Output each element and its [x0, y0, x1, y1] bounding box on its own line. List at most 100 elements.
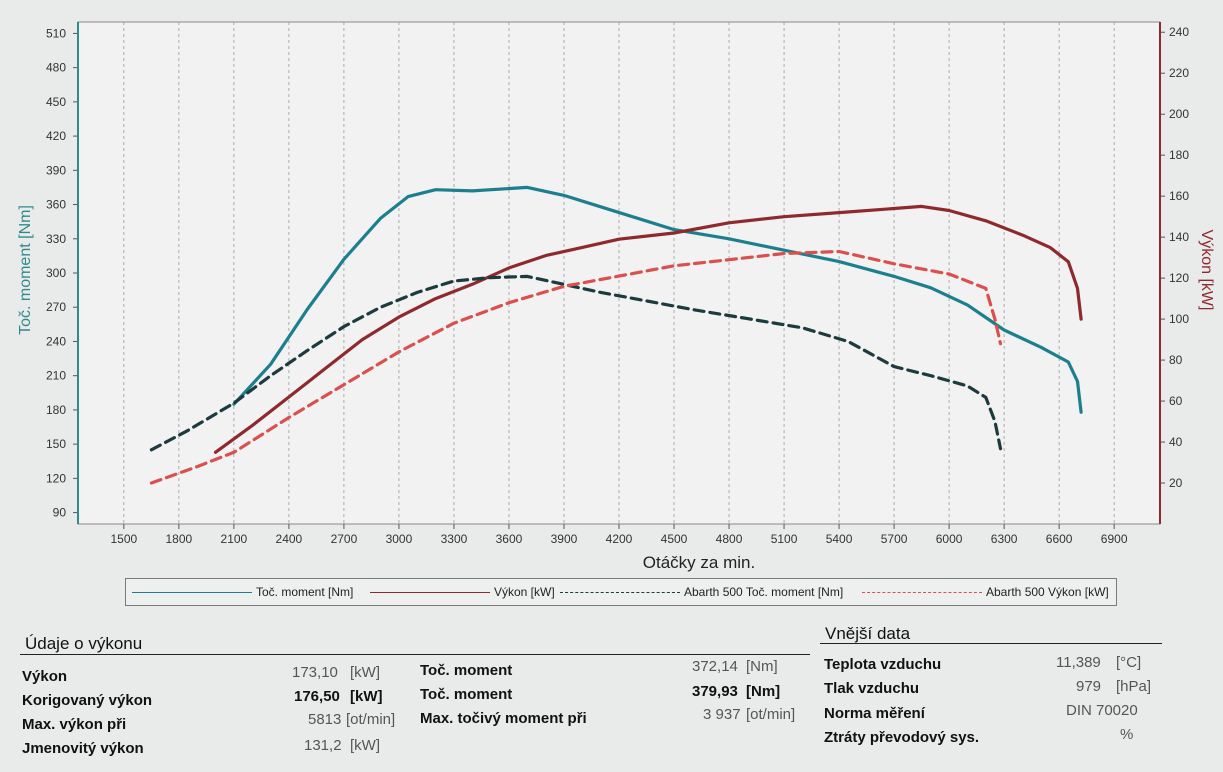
- external-title: Vnější data: [825, 624, 911, 643]
- y-left-tick-label: 510: [46, 26, 66, 40]
- legend-label-torque: Toč. moment [Nm]: [256, 585, 354, 599]
- y-right-tick-label: 100: [1169, 312, 1189, 326]
- perf-value-power: 173,10: [292, 664, 338, 681]
- y-right-tick-label: 20: [1169, 476, 1183, 490]
- legend-line-power: [370, 591, 490, 593]
- ext-label-norm: Norma měření: [824, 705, 925, 722]
- y-left-tick-label: 120: [46, 471, 66, 485]
- x-tick-label: 1800: [166, 532, 193, 546]
- y-left-tick-label: 210: [46, 369, 66, 383]
- x-tick-label: 2700: [331, 532, 358, 546]
- legend-label-ref-torque: Abarth 500 Toč. moment [Nm]: [684, 585, 844, 599]
- plot-area: [77, 21, 1161, 525]
- ext-label-temp: Teplota vzduchu: [824, 656, 942, 673]
- legend-line-torque: [132, 591, 252, 593]
- x-tick-label: 5700: [881, 532, 908, 546]
- perf-unit-power: [kW]: [350, 664, 380, 681]
- ext-unit-temp: [°C]: [1116, 654, 1142, 671]
- series-line-power: [213, 204, 1083, 454]
- y-left-tick-label: 360: [46, 198, 66, 212]
- x-tick-label: 1500: [110, 532, 137, 546]
- legend-line-ref-power: [862, 591, 982, 593]
- perf-label-rated: Jmenovitý výkon: [22, 740, 144, 757]
- performance-divider: [20, 654, 810, 655]
- x-axis-label: Otáčky za min.: [643, 553, 755, 572]
- ext-value-pressure: 979: [1076, 678, 1102, 695]
- perf-label-torque-corrected: Toč. moment: [420, 686, 513, 703]
- y-left-tick-label: 90: [53, 506, 67, 520]
- x-tick-label: 3900: [551, 532, 578, 546]
- y-left-tick-label: 150: [46, 437, 66, 451]
- ext-unit-pressure: [hPa]: [1116, 678, 1152, 695]
- performance-title: Údaje o výkonu: [25, 634, 143, 653]
- perf-value-rated: 131,2: [304, 737, 342, 754]
- legend-item-ref-power: Abarth 500 Výkon [kW]: [862, 585, 1109, 599]
- x-tick-label: 3600: [496, 532, 523, 546]
- perf-unit-rated: [kW]: [350, 737, 380, 754]
- ext-label-loss: Ztráty převodový sys.: [824, 729, 980, 746]
- legend-line-ref-torque: [560, 591, 680, 593]
- x-tick-label: 4500: [661, 532, 688, 546]
- x-tick-label: 2400: [276, 532, 303, 546]
- x-tick-label: 6000: [936, 532, 963, 546]
- series-line-ref_torque: [149, 274, 1003, 452]
- y-right-tick-label: 220: [1169, 66, 1189, 80]
- ext-unit-loss: %: [1120, 726, 1134, 743]
- perf-label-corrected: Korigovaný výkon: [22, 692, 153, 709]
- x-tick-label: 4200: [606, 532, 633, 546]
- ext-value-norm: DIN 70020: [1066, 702, 1138, 719]
- x-tick-label: 2100: [221, 532, 248, 546]
- perf-value-torque-corrected: 379,93: [692, 683, 738, 700]
- series-line-torque: [232, 185, 1083, 414]
- y-right-tick-label: 40: [1169, 435, 1183, 449]
- perf-unit-maxpower-rpm: [ot/min]: [346, 711, 396, 728]
- x-tick-label: 6900: [1101, 532, 1128, 546]
- y-left-tick-label: 450: [46, 95, 66, 109]
- x-tick-label: 3300: [441, 532, 468, 546]
- y-left-tick-label: 420: [46, 129, 66, 143]
- perf-unit-maxtorque-rpm: [ot/min]: [746, 706, 796, 723]
- ext-label-pressure: Tlak vzduchu: [824, 680, 920, 697]
- y-right-tick-label: 120: [1169, 271, 1189, 285]
- legend-item-power: Výkon [kW]: [370, 585, 555, 599]
- x-tick-label: 5100: [771, 532, 798, 546]
- perf-label-maxpower-rpm: Max. výkon při: [22, 716, 127, 733]
- x-tick-label: 6600: [1046, 532, 1073, 546]
- y-left-tick-label: 270: [46, 300, 66, 314]
- perf-label-torque: Toč. moment: [420, 662, 513, 679]
- perf-label-power: Výkon: [22, 668, 68, 685]
- y-right-axis-label: Výkon [kW]: [1198, 230, 1215, 311]
- y-right-tick-label: 80: [1169, 353, 1183, 367]
- chart-legend: Toč. moment [Nm] Výkon [kW] Abarth 500 T…: [125, 578, 1117, 606]
- y-right-tick-label: 140: [1169, 230, 1189, 244]
- x-tick-label: 3000: [386, 532, 413, 546]
- perf-unit-corrected: [kW]: [350, 688, 383, 705]
- x-tick-label: 5400: [826, 532, 853, 546]
- legend-label-ref-power: Abarth 500 Výkon [kW]: [986, 585, 1109, 599]
- perf-unit-torque-corrected: [Nm]: [746, 683, 781, 700]
- y-left-tick-label: 390: [46, 163, 66, 177]
- y-left-tick-label: 300: [46, 266, 66, 280]
- legend-label-power: Výkon [kW]: [494, 585, 555, 599]
- x-tick-label: 6300: [991, 532, 1018, 546]
- y-right-tick-label: 160: [1169, 189, 1189, 203]
- y-left-tick-label: 240: [46, 334, 66, 348]
- series-line-ref_power: [149, 249, 1003, 485]
- ext-value-temp: 11,389: [1056, 654, 1101, 671]
- perf-unit-torque: [Nm]: [746, 658, 778, 675]
- legend-item-torque: Toč. moment [Nm]: [132, 585, 353, 599]
- x-tick-label: 4800: [716, 532, 743, 546]
- y-left-axis-label: Toč. moment [Nm]: [17, 205, 34, 335]
- y-left-tick-label: 480: [46, 61, 66, 75]
- y-right-tick-label: 60: [1169, 394, 1183, 408]
- y-left-tick-label: 330: [46, 232, 66, 246]
- perf-value-torque: 372,14: [692, 658, 738, 675]
- y-right-tick-label: 240: [1169, 25, 1189, 39]
- y-right-tick-label: 180: [1169, 148, 1189, 162]
- external-divider: [820, 643, 1162, 644]
- perf-label-maxtorque-rpm: Max. točivý moment při: [420, 710, 587, 727]
- perf-value-corrected: 176,50: [294, 688, 340, 705]
- y-right-tick-label: 200: [1169, 107, 1189, 121]
- legend-item-ref-torque: Abarth 500 Toč. moment [Nm]: [560, 585, 843, 599]
- perf-value-maxpower-rpm: 5813: [308, 711, 342, 728]
